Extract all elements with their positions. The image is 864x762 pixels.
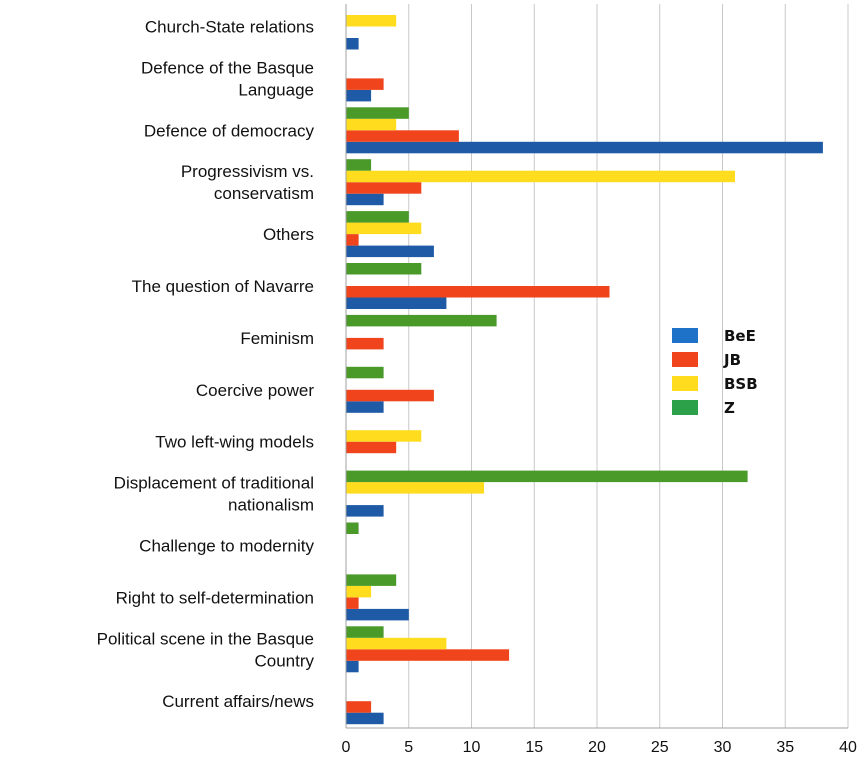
bar-z bbox=[346, 263, 422, 275]
category-label: Political scene in the Basque bbox=[97, 629, 314, 648]
category-labels: Church-State relations Defence of the Bas… bbox=[97, 18, 315, 712]
legend-swatch-bsb bbox=[672, 376, 698, 391]
category-label: Feminism bbox=[240, 329, 314, 348]
category-label: Others bbox=[263, 225, 314, 244]
category-label: Current affairs/news bbox=[162, 692, 314, 711]
bar-z bbox=[346, 107, 409, 119]
bar-z bbox=[346, 574, 397, 586]
bar-jb bbox=[346, 337, 384, 350]
bar-bsb bbox=[346, 637, 447, 650]
category-label: conservatism bbox=[214, 184, 314, 203]
bar-bee bbox=[346, 38, 359, 50]
bar-jb bbox=[346, 78, 384, 90]
bar-jb bbox=[346, 286, 610, 298]
bar-jb bbox=[346, 130, 459, 142]
bar-bee bbox=[346, 245, 434, 258]
bar-bsb bbox=[346, 118, 397, 131]
bar-bsb bbox=[346, 15, 397, 27]
category-label: Coercive power bbox=[196, 381, 314, 400]
x-tick-label: 0 bbox=[342, 739, 351, 756]
bar-jb bbox=[346, 649, 510, 661]
bar-marks bbox=[346, 15, 823, 725]
x-tick-label: 30 bbox=[714, 739, 732, 756]
category-label: Country bbox=[254, 651, 314, 670]
x-tick-labels: 0 5 10 15 20 25 30 35 40 bbox=[342, 739, 857, 756]
category-label: Defence of the Basque bbox=[141, 58, 314, 77]
legend-label: BSB bbox=[724, 375, 758, 393]
bar-bsb bbox=[346, 222, 422, 235]
bar-bee bbox=[346, 141, 823, 154]
x-tick-label: 25 bbox=[651, 739, 669, 756]
category-label: Two left-wing models bbox=[155, 433, 314, 452]
category-label: Challenge to modernity bbox=[139, 537, 314, 556]
category-label: The question of Navarre bbox=[132, 277, 314, 296]
bar-bee bbox=[346, 297, 447, 309]
legend-swatch-jb bbox=[672, 352, 698, 367]
bar-z bbox=[346, 159, 372, 171]
bar-z bbox=[346, 314, 497, 327]
bar-z bbox=[346, 366, 384, 379]
legend-swatch-z bbox=[672, 400, 698, 415]
bar-bee bbox=[346, 401, 384, 413]
category-label: Displacement of traditional bbox=[114, 474, 314, 493]
legend-label: BeE bbox=[724, 327, 756, 345]
bar-bee bbox=[346, 608, 409, 621]
bar-jb bbox=[346, 234, 359, 246]
bar-jb bbox=[346, 597, 359, 609]
x-tick-label: 35 bbox=[776, 739, 794, 756]
category-label: Right to self-determination bbox=[116, 588, 314, 607]
bar-jb bbox=[346, 389, 434, 402]
legend-swatch-bee bbox=[672, 328, 698, 343]
x-tick-label: 5 bbox=[404, 739, 413, 756]
bar-bsb bbox=[346, 430, 422, 442]
bar-bsb bbox=[346, 482, 485, 494]
bar-jb bbox=[346, 441, 397, 454]
bar-z bbox=[346, 626, 384, 638]
x-tick-label: 15 bbox=[525, 739, 543, 756]
x-tick-label: 10 bbox=[463, 739, 481, 756]
legend: BeE JB BSB Z bbox=[672, 327, 758, 417]
legend-label: JB bbox=[723, 351, 741, 369]
bar-bee bbox=[346, 505, 384, 517]
x-tick-label: 20 bbox=[588, 739, 606, 756]
bar-bee bbox=[346, 660, 359, 673]
category-label: Church-State relations bbox=[145, 18, 314, 37]
bar-z bbox=[346, 211, 409, 223]
bar-jb bbox=[346, 182, 422, 194]
grid-lines bbox=[408, 4, 849, 728]
category-label: Language bbox=[238, 80, 314, 99]
legend-label: Z bbox=[724, 399, 735, 417]
bar-jb bbox=[346, 701, 372, 713]
axes bbox=[345, 4, 848, 729]
bar-bee bbox=[346, 193, 384, 206]
bar-bsb bbox=[346, 170, 735, 183]
bar-bee bbox=[346, 89, 372, 102]
category-label: nationalism bbox=[228, 496, 314, 515]
x-tick-label: 40 bbox=[839, 739, 857, 756]
bar-bee bbox=[346, 712, 384, 725]
category-label: Progressivism vs. bbox=[181, 162, 314, 181]
category-label: Defence of democracy bbox=[144, 121, 315, 140]
bar-z bbox=[346, 470, 748, 483]
bar-z bbox=[346, 522, 359, 534]
bar-bsb bbox=[346, 585, 372, 598]
